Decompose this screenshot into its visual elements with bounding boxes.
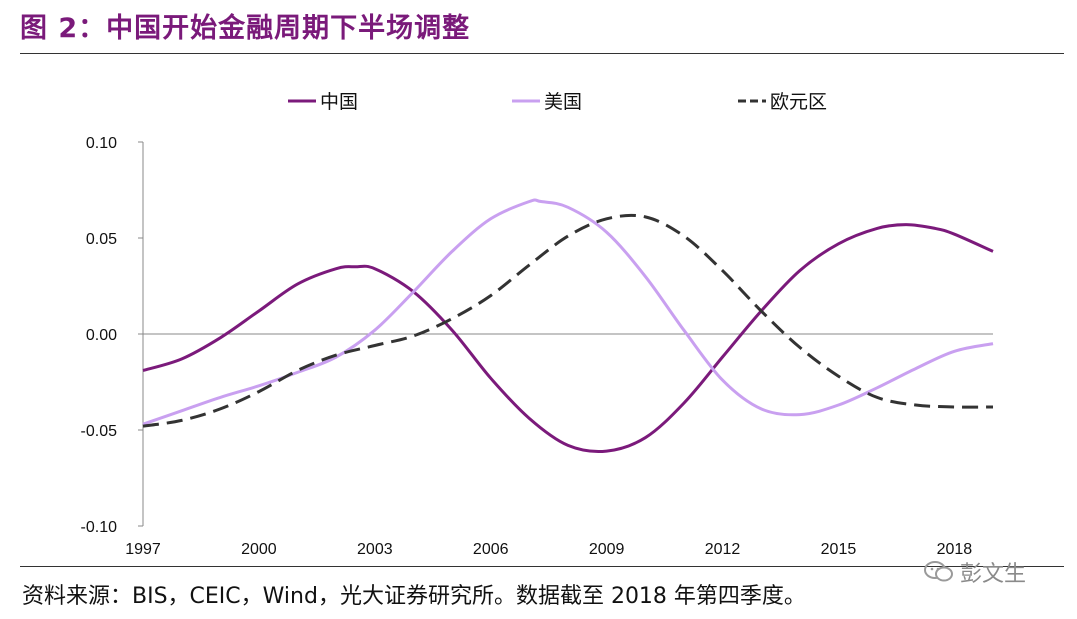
x-tick-label: 2009 <box>589 541 625 558</box>
watermark: 彭文生 <box>924 556 1026 590</box>
series-line-3 <box>142 213 994 428</box>
x-tick-label: 2015 <box>821 541 857 558</box>
y-tick-label: 0.00 <box>86 327 117 344</box>
line-chart: 中国 美国 欧元区 0.10 0.05 0.00 -0.05 -0.10 1997 2000 20… <box>81 91 994 558</box>
source-divider <box>20 566 1064 567</box>
y-tick-label: 0.10 <box>86 135 117 152</box>
legend-label: 欧元区 <box>770 91 827 113</box>
x-tick-label: 2012 <box>705 541 741 558</box>
title-divider <box>20 53 1064 54</box>
x-tick-label: 2006 <box>473 541 509 558</box>
chart-axes: 0.10 0.05 0.00 -0.05 -0.10 1997 2000 2003 2006 20… <box>81 135 993 558</box>
series-line-1 <box>142 223 994 454</box>
x-tick-label: 1997 <box>125 541 161 558</box>
source-note: 资料来源：BIS，CEIC，Wind，光大证券研究所。数据截至 2018 年第四… <box>22 584 806 609</box>
legend-label: 美国 <box>544 91 582 113</box>
series-line-2 <box>142 198 994 426</box>
chart-series <box>142 198 994 454</box>
x-tick-label: 2003 <box>357 541 393 558</box>
legend-label: 中国 <box>320 91 358 113</box>
figure-title: 图 2：中国开始金融周期下半场调整 <box>20 13 471 44</box>
y-tick-label: -0.05 <box>81 423 118 440</box>
chat-bubbles-icon <box>924 560 954 590</box>
watermark-text: 彭文生 <box>960 562 1027 587</box>
y-tick-label: -0.10 <box>81 519 118 536</box>
chart-legend: 中国 美国 欧元区 <box>288 91 827 113</box>
x-tick-label: 2000 <box>241 541 277 558</box>
x-tick-label: 2018 <box>937 541 973 558</box>
y-tick-label: 0.05 <box>86 231 117 248</box>
